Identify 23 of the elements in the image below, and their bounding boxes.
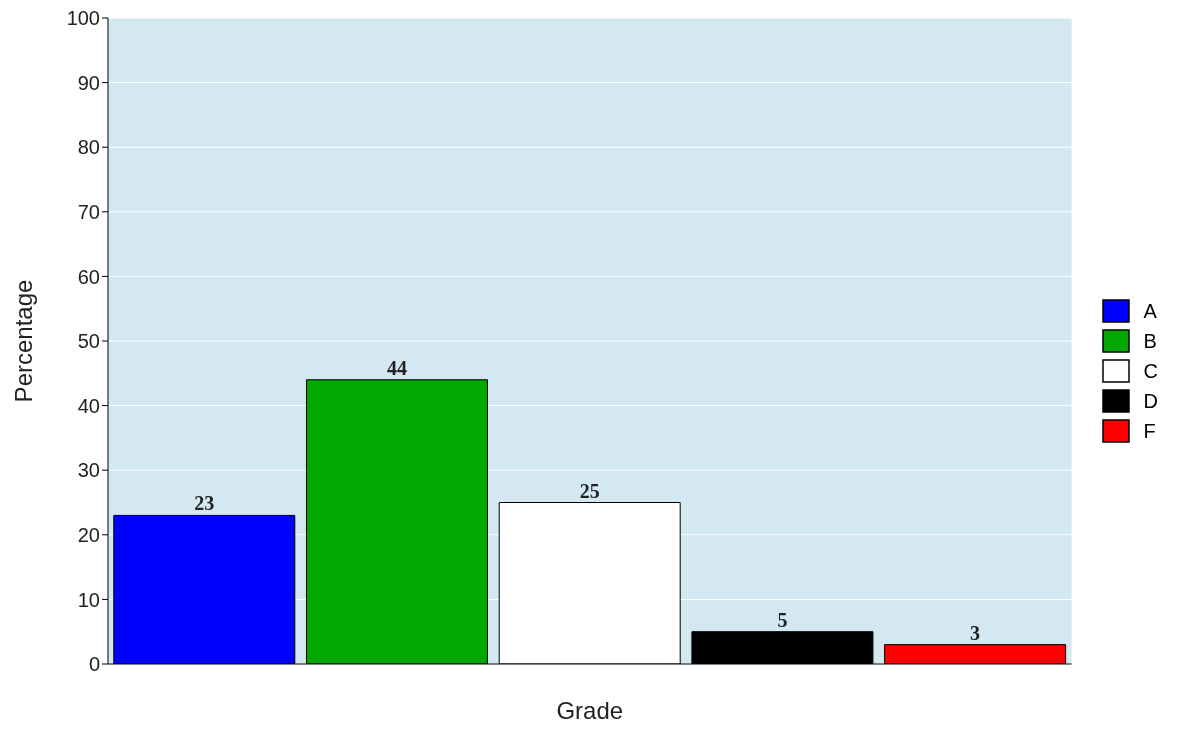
- y-tick-label: 10: [77, 588, 100, 611]
- legend-label: B: [1143, 329, 1157, 353]
- y-tick-label: 70: [77, 200, 100, 223]
- legend-label: F: [1143, 419, 1156, 443]
- y-tick-label: 50: [77, 330, 100, 353]
- data-label: 23: [194, 492, 215, 515]
- legend-label: C: [1143, 359, 1158, 383]
- legend-label: A: [1143, 299, 1157, 323]
- x-axis-title: Grade: [556, 697, 624, 724]
- y-tick-label: 40: [77, 394, 100, 417]
- data-label: 44: [386, 356, 407, 379]
- legend-label: D: [1143, 389, 1158, 413]
- y-tick-label: 30: [77, 459, 100, 482]
- y-tick-label: 80: [77, 136, 100, 159]
- y-tick-label: 0: [88, 653, 100, 676]
- data-label: 5: [777, 608, 788, 631]
- y-tick-label: 100: [66, 7, 100, 30]
- y-tick-label: 90: [77, 71, 100, 94]
- data-label: 25: [579, 479, 600, 502]
- data-label: 3: [970, 621, 981, 644]
- y-tick-label: 20: [77, 523, 100, 546]
- y-tick-label: 60: [77, 265, 100, 288]
- y-axis-title: Percentage: [9, 279, 37, 403]
